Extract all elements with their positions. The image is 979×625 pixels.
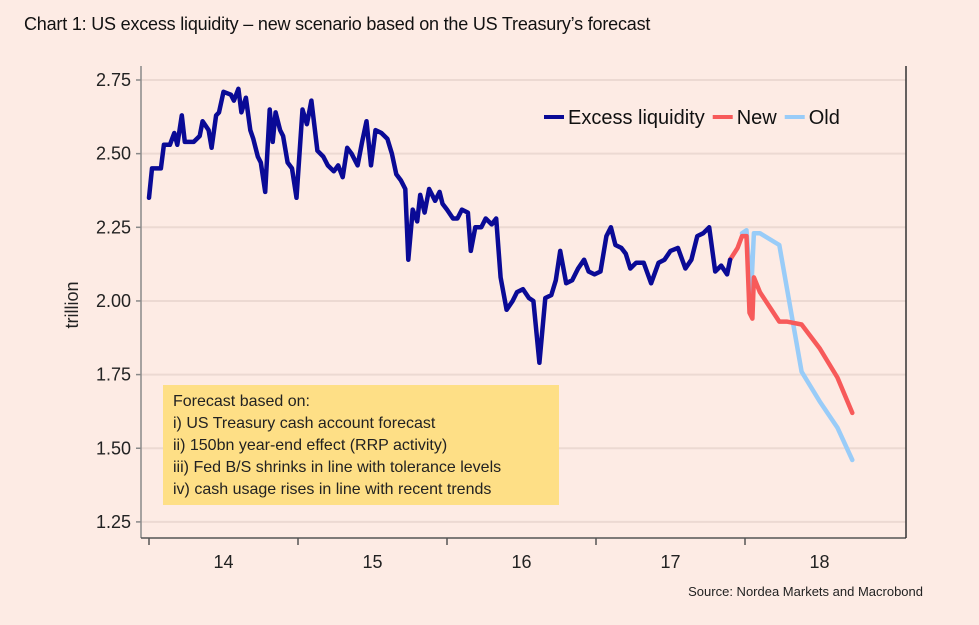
note-line: i) US Treasury cash account forecast <box>173 415 436 432</box>
x-tick-label: 14 <box>213 552 233 572</box>
legend-label: Old <box>809 107 840 129</box>
y-tick-label: 1.50 <box>96 438 131 458</box>
note-line: ii) 150bn year-end effect (RRP activity) <box>173 437 448 454</box>
note-heading: Forecast based on: <box>173 393 310 410</box>
legend: Excess liquidity New Old <box>544 107 840 129</box>
x-tick-label: 15 <box>362 552 382 572</box>
y-tick-label: 2.50 <box>96 144 131 164</box>
y-axis-title: trillion <box>62 281 82 328</box>
note-line: iv) cash usage rises in line with recent… <box>173 481 492 498</box>
series-lines <box>146 86 855 463</box>
axes: 1.25 1.50 1.75 2.00 2.25 2.50 2.75 14 15 16 17 18 tr… <box>62 66 907 572</box>
y-tick-label: 1.25 <box>96 512 131 532</box>
x-tick-label: 17 <box>660 552 680 572</box>
series-line-old <box>739 227 855 463</box>
forecast-note-box: Forecast based on: i) US Treasury cash a… <box>163 385 559 505</box>
x-tick-label: 16 <box>511 552 531 572</box>
source-note: Source: Nordea Markets and Macrobond <box>688 584 923 599</box>
y-tick-label: 2.25 <box>96 217 131 237</box>
y-tick-label: 2.00 <box>96 291 131 311</box>
y-tick-label: 1.75 <box>96 365 131 385</box>
series-line-excess-liquidity <box>146 86 733 366</box>
y-tick-label: 2.75 <box>96 70 131 90</box>
chart-title: Chart 1: US excess liquidity – new scena… <box>24 14 651 34</box>
series-line-new <box>727 233 855 416</box>
note-line: iii) Fed B/S shrinks in line with tolera… <box>173 459 502 476</box>
legend-label: New <box>737 107 778 129</box>
x-tick-label: 18 <box>809 552 829 572</box>
legend-label: Excess liquidity <box>568 107 705 129</box>
